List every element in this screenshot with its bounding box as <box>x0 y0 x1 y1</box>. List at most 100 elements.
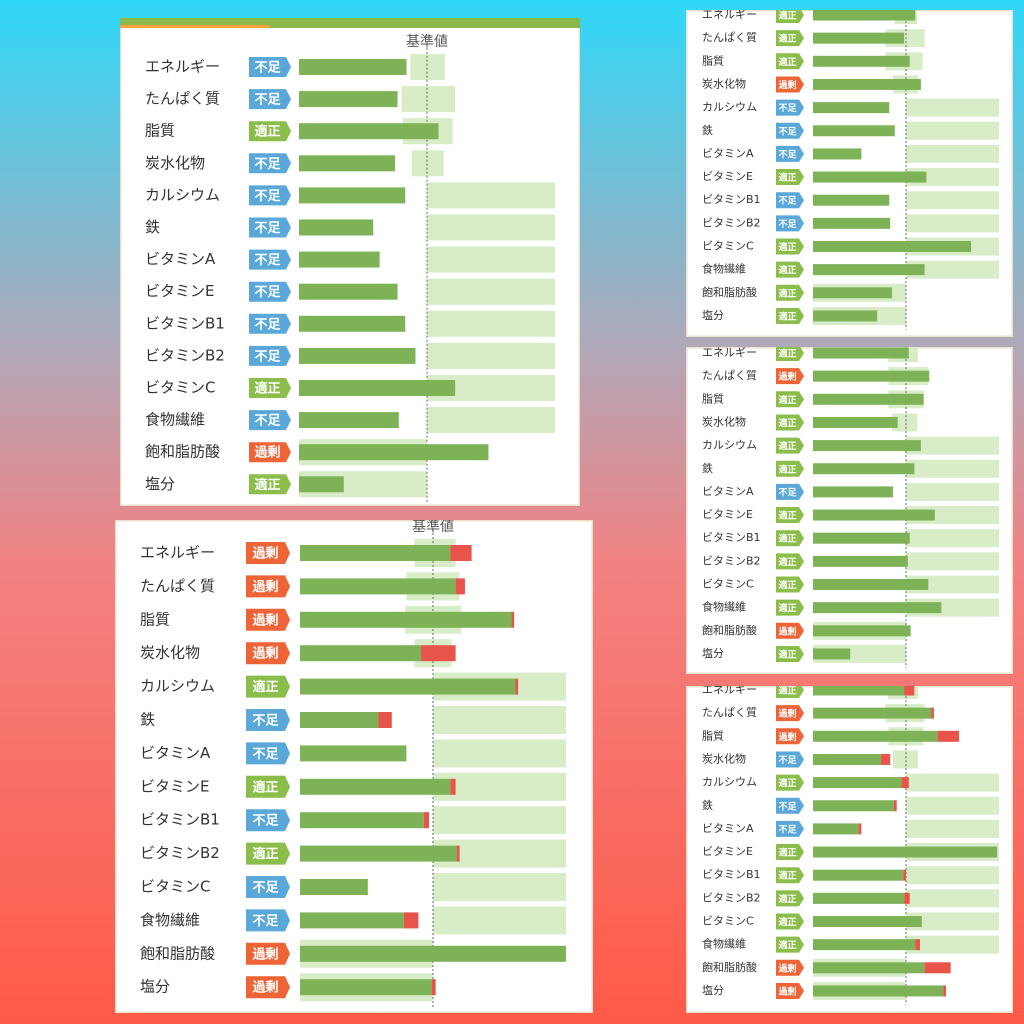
intake-bar <box>813 287 893 299</box>
intake-bar <box>813 892 905 904</box>
status-badge <box>249 474 291 495</box>
nutrient-label: たんぱく質 <box>140 577 215 595</box>
status-label: 適正 <box>778 777 796 789</box>
target-range <box>401 86 456 113</box>
status-badge <box>776 959 804 976</box>
nutrient-label: 飽和脂肪酸 <box>702 623 757 637</box>
intake-bar <box>813 125 895 137</box>
nutrient-label: ビタミンE <box>702 845 753 858</box>
status-label: 過剰 <box>777 962 796 974</box>
nutrient-label: たんぱく質 <box>702 368 757 382</box>
excess-bar <box>403 912 419 929</box>
status-badge <box>776 913 804 930</box>
intake-bar <box>813 347 909 359</box>
status-label: 適正 <box>778 348 796 360</box>
status-label: 適正 <box>778 264 796 276</box>
intake-bar <box>813 241 972 252</box>
status-badge <box>776 622 804 639</box>
nutrient-label: カルシウム <box>145 186 220 204</box>
excess-bar <box>421 645 456 662</box>
status-badge <box>776 192 804 209</box>
nutrient-label: カルシウム <box>140 677 215 695</box>
excess-bar <box>450 545 472 561</box>
status-badge <box>246 575 290 598</box>
status-label: 不足 <box>254 157 281 172</box>
status-label: 不足 <box>252 814 279 829</box>
intake-bar <box>813 55 910 67</box>
status-badge <box>249 153 291 174</box>
intake-bar <box>299 91 398 108</box>
status-badge <box>776 391 804 408</box>
intake-bar <box>300 645 422 662</box>
status-badge <box>249 410 291 431</box>
intake-bar <box>813 869 904 881</box>
intake-bar <box>813 648 851 660</box>
excess-bar <box>450 778 456 795</box>
nutrient-label: 鉄 <box>702 461 713 475</box>
status-label: 過剰 <box>251 546 278 562</box>
nutrient-label: 脂質 <box>702 391 724 405</box>
nutrient-label: カルシウム <box>702 776 757 789</box>
target-range <box>433 739 566 768</box>
status-label: 不足 <box>778 196 797 207</box>
target-range <box>906 144 999 163</box>
target-range <box>906 436 999 455</box>
target-range <box>427 278 555 305</box>
status-label: 過剰 <box>777 985 796 997</box>
status-badge <box>776 576 804 593</box>
intake-bar <box>813 916 922 927</box>
target-range <box>427 214 555 241</box>
intake-bar <box>813 78 921 90</box>
intake-bar <box>813 686 905 696</box>
intake-bar <box>813 823 859 835</box>
status-badge <box>776 867 804 884</box>
intake-bar <box>813 370 930 382</box>
status-label: 適正 <box>778 556 796 568</box>
status-label: 不足 <box>252 747 279 762</box>
nutrient-label: 炭水化物 <box>140 644 200 662</box>
nutrient-label: 炭水化物 <box>702 414 746 428</box>
status-label: 不足 <box>778 824 797 835</box>
intake-bar <box>299 315 406 332</box>
intake-bar <box>813 939 916 951</box>
status-label: 適正 <box>778 287 796 299</box>
nutrient-label: 鉄 <box>702 123 713 137</box>
nutrient-label: 飽和脂肪酸 <box>702 960 757 974</box>
intake-bar <box>299 412 399 429</box>
status-label: 過剰 <box>777 625 796 637</box>
intake-bar <box>813 962 925 974</box>
status-label: 適正 <box>252 846 278 862</box>
target-range <box>906 98 999 117</box>
nutrient-label: ビタミンA <box>145 250 216 268</box>
intake-bar <box>299 123 439 140</box>
intake-bar <box>813 707 932 719</box>
status-badge <box>776 215 804 232</box>
intake-bar <box>813 148 862 160</box>
status-badge <box>776 460 804 477</box>
status-label: 過剰 <box>777 731 796 743</box>
status-label: 不足 <box>778 801 797 812</box>
status-badge <box>776 76 804 93</box>
status-label: 適正 <box>778 939 796 951</box>
intake-bar <box>300 845 457 862</box>
nutrient-label: 脂質 <box>702 53 724 67</box>
intake-bar <box>299 59 407 75</box>
status-badge <box>776 797 804 814</box>
nutrient-label: ビタミンB2 <box>702 554 761 567</box>
excess-bar <box>456 845 460 862</box>
status-badge <box>246 642 290 665</box>
nutrient-label: ビタミンB2 <box>145 346 225 364</box>
intake-bar <box>813 171 927 183</box>
status-badge <box>246 742 290 765</box>
status-badge <box>246 775 290 798</box>
status-badge <box>776 705 804 722</box>
intake-bar <box>299 476 344 493</box>
status-badge <box>246 842 290 865</box>
status-label: 適正 <box>778 33 796 45</box>
nutrient-label: 塩分 <box>140 978 170 996</box>
target-range <box>906 529 999 548</box>
target-range <box>433 906 566 935</box>
nutrient-label: ビタミンC <box>702 578 754 591</box>
nutrient-label: ビタミンE <box>140 777 209 795</box>
